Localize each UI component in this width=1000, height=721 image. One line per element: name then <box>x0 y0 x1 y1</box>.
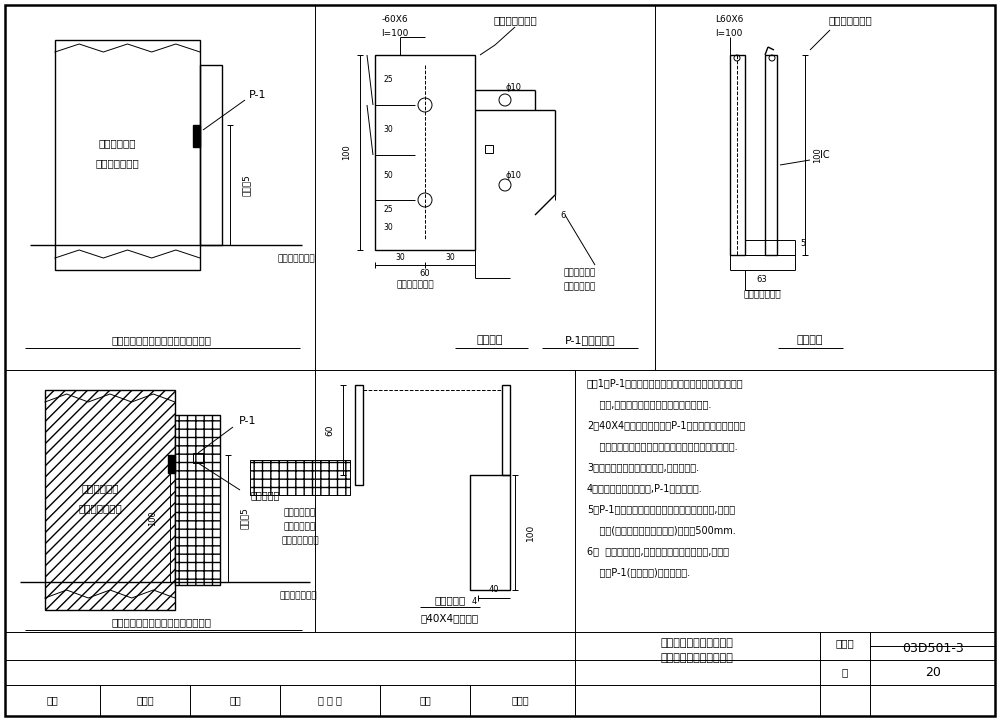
Text: P-1预埋连接板: P-1预埋连接板 <box>565 335 615 345</box>
Text: 6．  对高层建筑物,当不允许与柱纵筋焊接时,用卡夹: 6． 对高层建筑物,当不允许与柱纵筋焊接时,用卡夹 <box>587 546 729 556</box>
Text: 6: 6 <box>560 211 566 219</box>
Text: 见附注5: 见附注5 <box>242 174 250 196</box>
Text: ϕ10: ϕ10 <box>505 170 521 180</box>
Text: 层的厚度考虑: 层的厚度考虑 <box>564 283 596 291</box>
Text: 林维勇: 林维勇 <box>511 695 529 705</box>
Text: 柱和墙面有砖墙或其他建筑材料隔开: 柱和墙面有砖墙或其他建筑材料隔开 <box>112 617 212 627</box>
Bar <box>193 453 203 463</box>
Text: IC: IC <box>820 150 830 160</box>
Text: 63: 63 <box>757 275 767 285</box>
Bar <box>485 145 493 153</box>
Text: 或钢筋混凝土墙: 或钢筋混凝土墙 <box>78 503 122 513</box>
Text: 100: 100 <box>526 524 534 541</box>
Text: 30: 30 <box>383 125 393 135</box>
Text: 筑材料的厚度: 筑材料的厚度 <box>284 523 316 531</box>
Text: 30: 30 <box>395 252 405 262</box>
Bar <box>470 475 510 590</box>
Text: 60: 60 <box>420 268 430 278</box>
Text: ϕ10: ϕ10 <box>505 82 521 92</box>
Text: 工接地体和接闪器、作等电位连接、接地连接等之用.: 工接地体和接闪器、作等电位连接、接地连接等之用. <box>587 441 738 451</box>
Text: 柱和墙面无砖墙或其他建筑材料隔开: 柱和墙面无砖墙或其他建筑材料隔开 <box>112 335 212 345</box>
Text: 地面(用于连接人工接地体时)不低于500mm.: 地面(用于连接人工接地体时)不低于500mm. <box>587 525 736 535</box>
Text: 寡核: 寡核 <box>46 695 58 705</box>
Text: 100: 100 <box>148 510 158 526</box>
Text: L60X6: L60X6 <box>715 15 743 25</box>
Text: 角钢方案: 角钢方案 <box>797 335 823 345</box>
Text: 5: 5 <box>800 239 805 247</box>
Text: 25: 25 <box>383 76 393 84</box>
Text: -60X6: -60X6 <box>382 15 408 25</box>
Text: l=100: l=100 <box>715 29 742 37</box>
Text: 室内或室外地面: 室内或室外地面 <box>277 255 315 263</box>
Text: 100: 100 <box>814 147 822 163</box>
Text: 构件,具体位置和数量由具体工程设计确定.: 构件,具体位置和数量由具体工程设计确定. <box>587 399 711 409</box>
Text: 钢筋混凝土柱: 钢筋混凝土柱 <box>81 483 119 493</box>
Text: 见附注5: 见附注5 <box>240 508 248 529</box>
Text: 与墙面或柱面平: 与墙面或柱面平 <box>396 280 434 290</box>
Bar <box>175 415 220 585</box>
Bar <box>375 55 475 250</box>
Text: （包括装饰面）: （包括装饰面） <box>281 536 319 546</box>
Text: 2．40X4扁钉引出连接板和P-1预埋板供测试、连接人: 2．40X4扁钉引出连接板和P-1预埋板供测试、连接人 <box>587 420 745 430</box>
Text: 3．当引出连接板穿过砖墙时,从砖缝引出.: 3．当引出连接板穿过砖墙时,从砖缝引出. <box>587 462 699 472</box>
Text: 柱或墙内主钢筋: 柱或墙内主钢筋 <box>493 15 537 25</box>
Text: 董 反 范: 董 反 范 <box>318 695 342 705</box>
Text: 校对: 校对 <box>229 695 241 705</box>
Bar <box>250 460 350 495</box>
Text: 25: 25 <box>383 205 393 215</box>
Text: 图集号: 图集号 <box>836 638 854 648</box>
Text: 钢筋混凝土柱: 钢筋混凝土柱 <box>99 138 136 148</box>
Bar <box>55 40 200 270</box>
Text: 4: 4 <box>471 598 477 606</box>
Text: 5．P-1预埋板距地面的高度，由具体工程确定,距室外: 5．P-1预埋板距地面的高度，由具体工程确定,距室外 <box>587 504 735 514</box>
Text: 扁钢方案: 扁钢方案 <box>477 335 503 345</box>
Text: 注：1．P-1预埋连接板和引出连接板为向土建提出的专设: 注：1．P-1预埋连接板和引出连接板为向土建提出的专设 <box>587 378 744 388</box>
Text: 设计: 设计 <box>419 695 431 705</box>
Text: 按混凝土保护: 按混凝土保护 <box>564 268 596 278</box>
Text: 用40X4扁钢制作: 用40X4扁钢制作 <box>421 613 479 623</box>
Text: 30: 30 <box>383 224 393 232</box>
Bar <box>730 55 745 255</box>
Text: 室内或室外地面: 室内或室外地面 <box>280 591 318 601</box>
Bar <box>355 385 363 485</box>
Text: 凝土中预埋连接板的做法: 凝土中预埋连接板的做法 <box>661 653 733 663</box>
Text: l=100: l=100 <box>381 29 409 37</box>
Text: 页: 页 <box>842 667 848 677</box>
Text: 柱或墙内主钢筋: 柱或墙内主钢筋 <box>828 15 872 25</box>
Bar <box>200 65 222 245</box>
Bar <box>168 455 175 473</box>
Text: 引出连接板: 引出连接板 <box>434 595 466 605</box>
Text: P-1: P-1 <box>239 416 257 426</box>
Text: 60: 60 <box>326 424 334 435</box>
Text: 100: 100 <box>342 145 352 160</box>
Text: 03D501-3: 03D501-3 <box>902 642 964 655</box>
Text: 30: 30 <box>445 252 455 262</box>
Bar <box>193 125 200 147</box>
Text: 或钢筋混凝土墙: 或钢筋混凝土墙 <box>96 158 139 168</box>
Text: P-1: P-1 <box>249 90 267 100</box>
Text: 4．当为钉筋混凝土柱时,P-1设于柱角处.: 4．当为钉筋混凝土柱时,P-1设于柱角处. <box>587 483 703 493</box>
Text: 50: 50 <box>383 170 393 180</box>
Text: 在多、高层建筑的鑉筋混: 在多、高层建筑的鑉筋混 <box>661 638 733 648</box>
Bar <box>502 385 510 475</box>
Text: 40: 40 <box>489 585 499 595</box>
Text: 砖墙或其他建: 砖墙或其他建 <box>284 508 316 518</box>
Text: 杯克俣: 杯克俣 <box>136 695 154 705</box>
Text: 与墙面或柱面平: 与墙面或柱面平 <box>743 291 781 299</box>
Bar <box>765 55 777 255</box>
Text: 20: 20 <box>925 665 941 678</box>
Bar <box>45 390 175 610</box>
Text: 器将P-1(扁钙方案)与纵筋连接.: 器将P-1(扁钙方案)与纵筋连接. <box>587 567 690 577</box>
Text: 引出连接板: 引出连接板 <box>251 490 280 500</box>
